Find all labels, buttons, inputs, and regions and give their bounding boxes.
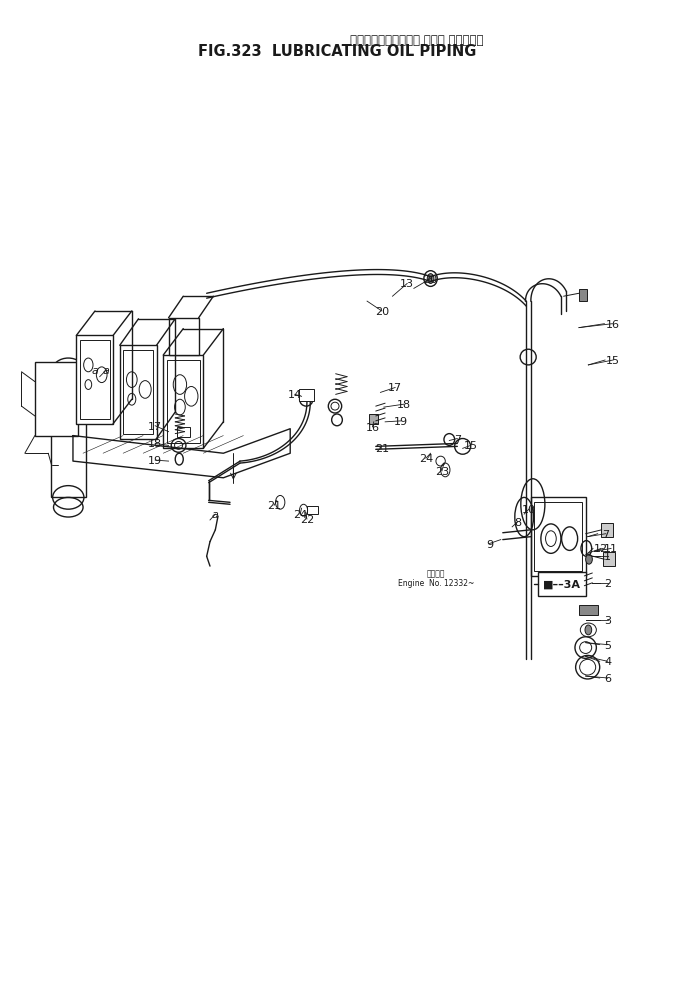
Text: a: a xyxy=(103,366,110,376)
Bar xyxy=(369,414,378,424)
Bar xyxy=(538,573,586,596)
Text: 14: 14 xyxy=(288,389,302,400)
Text: 12: 12 xyxy=(594,544,608,554)
Text: FIG.323  LUBRICATING OIL PIPING: FIG.323 LUBRICATING OIL PIPING xyxy=(197,44,477,59)
Circle shape xyxy=(585,625,592,635)
Bar xyxy=(299,390,313,402)
Text: 8: 8 xyxy=(514,518,521,528)
Text: 5: 5 xyxy=(604,640,611,650)
Text: 18: 18 xyxy=(397,399,411,410)
Text: 11: 11 xyxy=(604,544,618,554)
Text: 15: 15 xyxy=(464,441,478,451)
Text: 7: 7 xyxy=(454,434,461,444)
Bar xyxy=(307,507,317,515)
Text: 適用号機: 適用号機 xyxy=(427,569,446,578)
Text: 21: 21 xyxy=(375,444,389,454)
Text: 10: 10 xyxy=(522,505,536,515)
Text: 23: 23 xyxy=(435,466,449,476)
Text: 18: 18 xyxy=(148,439,162,449)
Text: 15: 15 xyxy=(606,356,620,366)
Text: 24: 24 xyxy=(419,454,433,463)
Text: ■––3A: ■––3A xyxy=(543,579,580,590)
Text: 19: 19 xyxy=(394,416,408,426)
Text: 2: 2 xyxy=(604,578,611,589)
Bar xyxy=(35,363,78,436)
Text: 21: 21 xyxy=(267,501,281,511)
Bar xyxy=(51,371,86,498)
Bar xyxy=(123,351,153,434)
Text: 7: 7 xyxy=(602,529,609,539)
Text: 20: 20 xyxy=(423,274,437,284)
Text: 3: 3 xyxy=(604,615,611,625)
Text: a: a xyxy=(212,510,219,520)
Text: 16: 16 xyxy=(605,319,619,329)
Text: 4: 4 xyxy=(604,657,611,667)
Bar xyxy=(163,356,204,449)
Bar xyxy=(579,290,587,302)
Text: 16: 16 xyxy=(365,422,379,432)
Bar xyxy=(166,361,200,444)
Text: 20: 20 xyxy=(375,307,389,317)
Bar xyxy=(168,318,199,356)
Bar xyxy=(531,498,586,577)
Bar xyxy=(579,605,598,615)
Bar xyxy=(603,553,615,567)
Bar xyxy=(80,341,110,419)
Bar xyxy=(76,336,113,424)
Bar xyxy=(120,346,156,439)
Text: 19: 19 xyxy=(148,456,162,465)
Bar xyxy=(534,503,582,572)
Text: 17: 17 xyxy=(148,421,162,431)
Text: ルーブリケーティング オイル パイピング: ルーブリケーティング オイル パイピング xyxy=(350,34,484,46)
Circle shape xyxy=(427,274,434,284)
Bar xyxy=(601,524,613,537)
Text: 17: 17 xyxy=(388,384,402,393)
Text: 24: 24 xyxy=(293,510,307,520)
Text: 1: 1 xyxy=(604,552,611,562)
Text: 6: 6 xyxy=(604,673,611,683)
Text: a: a xyxy=(92,366,98,376)
Text: 22: 22 xyxy=(300,515,314,525)
Text: 9: 9 xyxy=(486,539,493,549)
Circle shape xyxy=(586,555,592,565)
Text: Engine  No. 12332~: Engine No. 12332~ xyxy=(398,579,474,588)
Bar xyxy=(177,427,190,437)
Text: 13: 13 xyxy=(400,279,415,289)
